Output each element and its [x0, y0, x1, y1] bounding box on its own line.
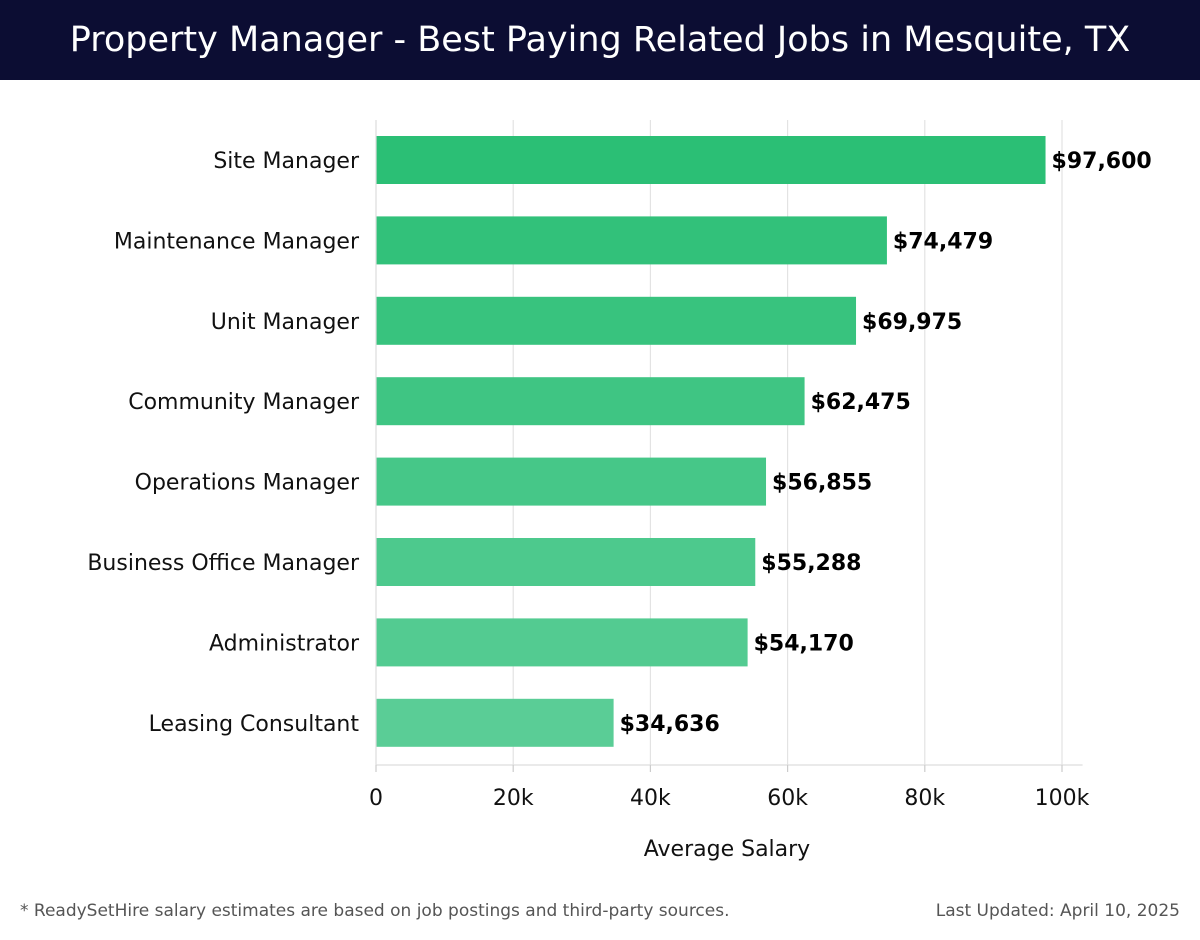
value-label: $34,636: [620, 712, 720, 737]
value-label: $69,975: [862, 310, 962, 335]
x-tick-label: 100k: [1035, 786, 1090, 811]
value-label: $55,288: [761, 551, 861, 576]
value-label: $56,855: [772, 471, 872, 496]
category-label: Unit Manager: [211, 310, 360, 335]
bar: [376, 216, 887, 265]
bar: [376, 296, 857, 345]
chart-header: Property Manager - Best Paying Related J…: [0, 0, 1200, 80]
category-label: Business Office Manager: [87, 551, 360, 576]
x-axis-title: Average Salary: [644, 837, 810, 862]
category-label: Leasing Consultant: [149, 712, 360, 737]
value-label: $74,479: [893, 229, 993, 254]
category-label: Maintenance Manager: [114, 229, 360, 254]
chart-title: Property Manager - Best Paying Related J…: [69, 20, 1131, 60]
value-label: $97,600: [1052, 149, 1152, 174]
category-label: Operations Manager: [135, 471, 360, 496]
bars: [376, 136, 1046, 747]
x-tick-label: 80k: [904, 786, 945, 811]
bar: [376, 457, 767, 506]
x-tick-label: 60k: [767, 786, 808, 811]
x-tick-label: 20k: [493, 786, 534, 811]
bar: [376, 136, 1046, 184]
bar: [376, 377, 805, 426]
category-label: Community Manager: [128, 390, 360, 415]
salary-bar-chart: 0 20k 40k 60k 80k 100k Average Salary Site Mana…: [87, 120, 1152, 862]
footer-note: * ReadySetHire salary estimates are base…: [20, 901, 730, 921]
value-label: $62,475: [811, 390, 911, 415]
x-tick-label: 40k: [630, 786, 671, 811]
category-label: Administrator: [209, 631, 360, 656]
x-tick-label: 0: [369, 786, 383, 811]
labels: 0 20k 40k 60k 80k 100k Average Salary Site Mana…: [87, 149, 1151, 862]
bar: [376, 538, 756, 586]
axes: [375, 120, 1083, 772]
bar: [376, 618, 748, 667]
bar: [376, 698, 614, 747]
value-label: $54,170: [754, 631, 854, 656]
category-label: Site Manager: [213, 149, 360, 174]
footer-last-updated: Last Updated: April 10, 2025: [935, 901, 1180, 921]
